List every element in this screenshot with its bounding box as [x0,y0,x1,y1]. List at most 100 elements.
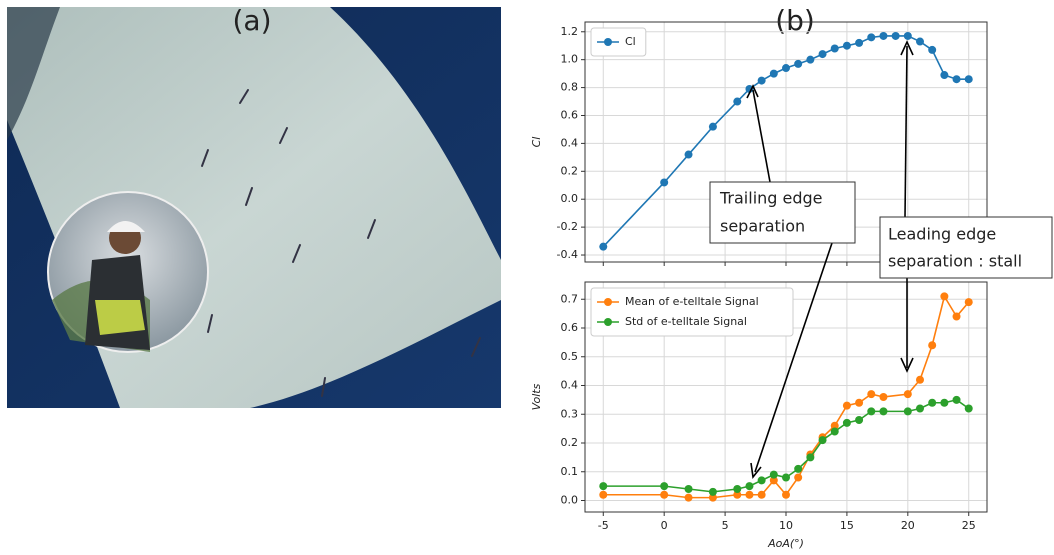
data-point [879,393,888,401]
legend-label: Cl [625,35,636,48]
data-point [867,407,876,416]
data-point [769,69,778,78]
photo [7,7,501,408]
annotation-boxes: Trailing edge separation Leading edge se… [709,181,1053,279]
data-point [842,41,851,50]
data-point [842,401,851,410]
data-point [769,476,778,485]
data-point [782,473,790,482]
data-point [757,476,766,485]
data-point [916,375,924,384]
data-point [769,470,778,479]
y-tick-label: 0.1 [561,465,579,478]
data-point [940,71,949,80]
y-tick-label: -0.2 [557,220,578,233]
data-point [940,398,949,407]
y-tick-label: 0.0 [561,494,579,507]
data-point [964,298,973,307]
legend-swatch [604,318,612,326]
data-point [842,418,851,427]
charts: -0.4 -0.2 0.0 0.2 0.4 0.6 0.8 1.0 1.2 Cl Cl -5 0 5 10 1… [530,21,988,550]
x-tick-label: 15 [840,519,854,532]
y-tick-label: 0.5 [561,350,579,363]
data-point [708,487,717,496]
data-point [684,493,693,502]
data-point [745,482,754,491]
data-point [916,37,924,46]
data-point [952,395,961,404]
y-tick-label: 0.2 [561,436,579,449]
x-tick-label: 10 [779,519,793,532]
y-tick-label: 0.6 [561,321,579,334]
legend-label: Mean of e-telltale Signal [625,295,759,308]
y-tick-label: 0.4 [561,379,579,392]
data-point [745,490,754,499]
data-point [733,97,742,106]
annotation-arrows [746,40,914,479]
data-point [818,436,827,445]
data-point [806,55,815,64]
data-point [794,59,803,68]
data-point [928,341,937,350]
data-point [757,76,766,85]
data-point [599,242,608,251]
data-point [782,490,790,499]
data-point [928,398,937,407]
data-point [806,453,815,462]
data-point [794,464,803,473]
data-point [733,490,742,499]
y-tick-label: 0.2 [561,164,579,177]
legend-label: Std of e-telltale Signal [625,315,747,328]
x-tick-label: 0 [661,519,668,532]
data-point [660,178,669,187]
data-point [782,64,790,73]
data-point [879,407,888,416]
y-axis-label: Volts [530,383,543,410]
data-point [830,421,839,430]
data-point [928,45,937,54]
y-tick-label: 0.7 [561,292,579,305]
data-point [940,292,949,301]
legend-swatch [604,38,612,46]
y-tick-label: 0.8 [561,81,579,94]
annotation-text: separation [720,217,805,236]
x-tick-label: 20 [901,519,915,532]
data-point [855,398,864,407]
data-point [903,31,912,40]
data-point [916,404,924,413]
data-point [660,490,669,499]
legend-swatch [604,298,612,306]
data-point [903,390,912,399]
data-point [660,482,669,491]
x-tick-label: -5 [598,519,609,532]
data-point [599,490,608,499]
data-point [952,75,961,84]
data-point [891,31,900,40]
data-point [684,485,693,493]
data-point [599,482,608,491]
data-point [733,485,742,493]
x-tick-label: 5 [722,519,729,532]
data-point [794,473,803,482]
x-tick-label: 25 [962,519,976,532]
y-tick-label: 1.0 [561,53,579,66]
data-point [855,38,864,47]
data-point [818,50,827,59]
data-point [964,404,973,413]
data-point [855,416,864,424]
plot-frame [584,281,988,513]
y-tick-label: -0.4 [557,248,578,261]
panel-label: (a) [232,4,271,37]
data-point [708,122,717,131]
y-tick-label: 0.6 [561,108,579,121]
data-point [867,390,876,399]
data-point [830,44,839,53]
data-point [903,407,912,416]
data-point [952,312,961,321]
data-point [684,150,693,159]
y-axis-label: Cl [530,137,543,148]
y-tick-label: 0.3 [561,407,579,420]
data-point [964,75,973,84]
legend-box [590,287,794,337]
data-point [757,490,766,499]
